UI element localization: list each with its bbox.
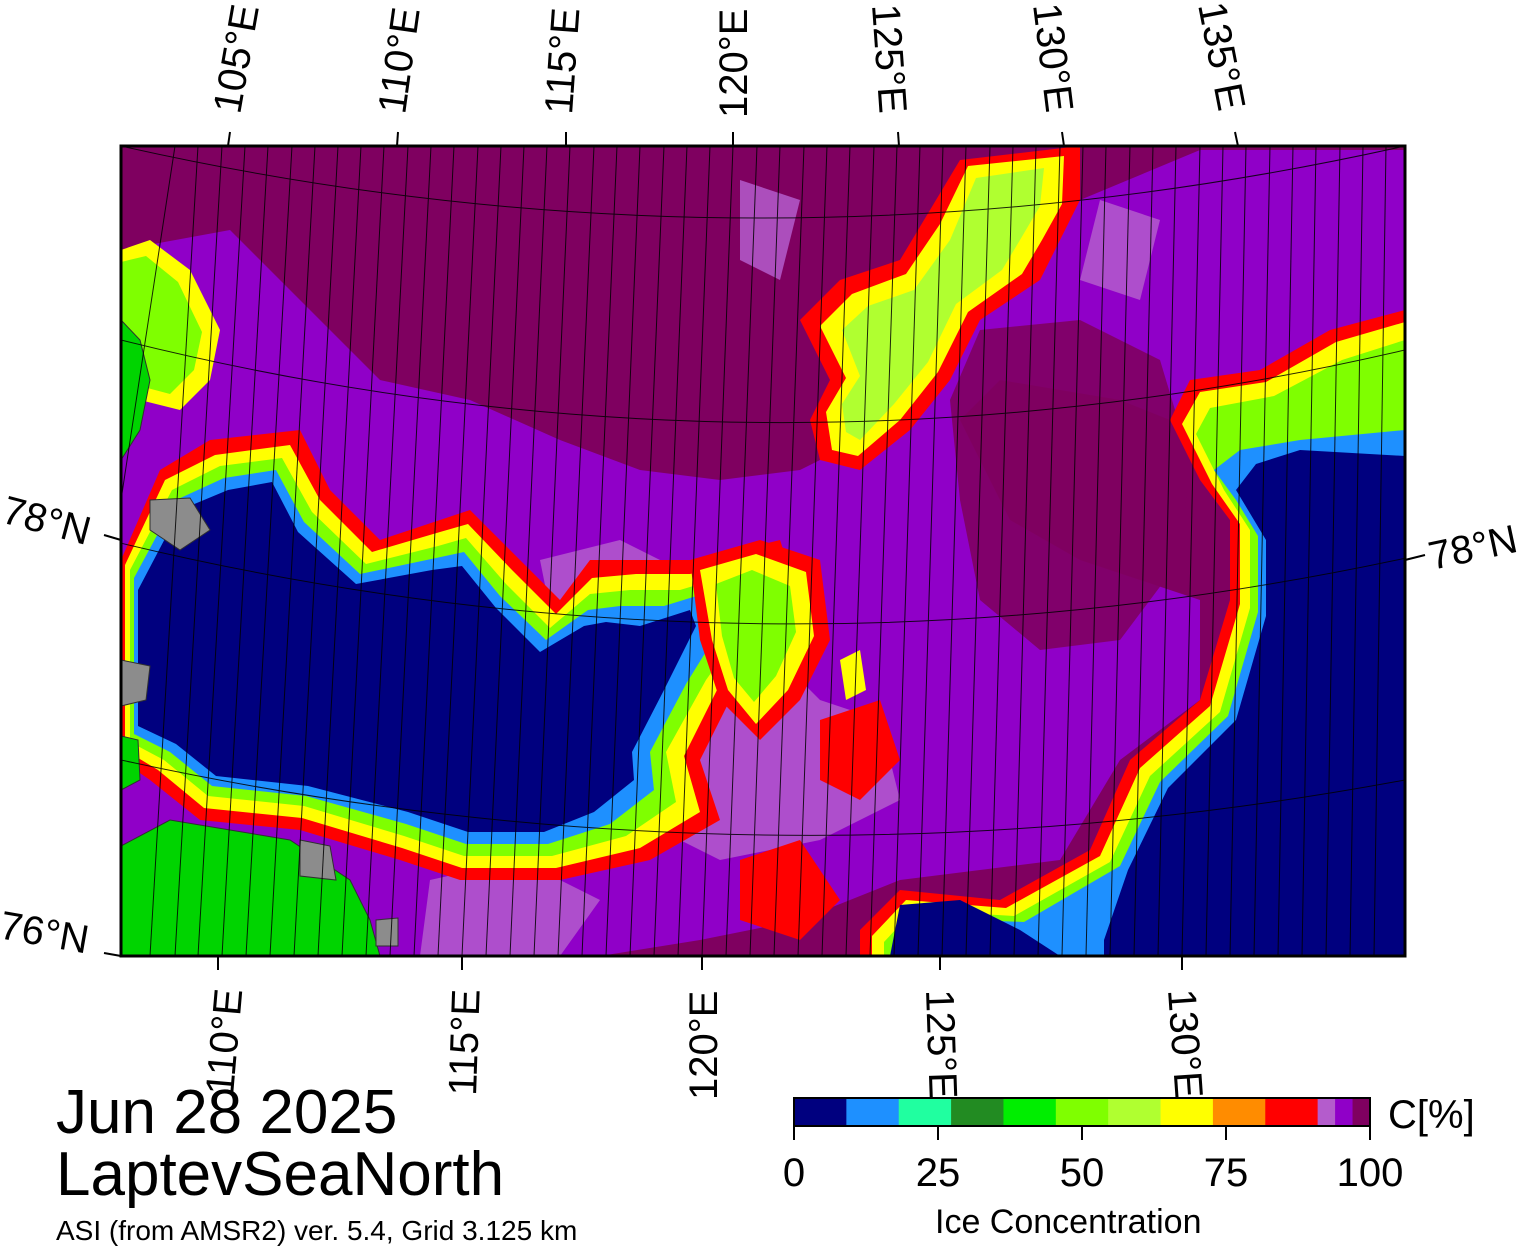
lon-label-top: 110°E <box>370 5 428 117</box>
open-water-west <box>138 482 696 832</box>
latitude-line <box>121 955 125 956</box>
legend-color-bin <box>1055 1098 1109 1126</box>
lon-label-top: 125°E <box>863 3 915 115</box>
land-west-island <box>121 735 141 791</box>
lat-label-left-lower: 76°N <box>0 904 92 963</box>
lat-label-right: 78°N <box>1425 517 1522 579</box>
frame-ticks <box>103 131 1426 970</box>
ice-tongue-green <box>842 168 1044 440</box>
lon-label-bottom: 125°E <box>917 989 965 1100</box>
land-southwest <box>121 819 381 956</box>
top-longitude-labels: 105°E 110°E 115°E 120°E 125°E 130°E 135°… <box>206 0 1254 118</box>
lon-label-top: 130°E <box>1024 1 1081 115</box>
lon-label-top: 115°E <box>537 6 588 115</box>
bottom-longitude-labels: 110°E 115°E 120°E 125°E 130°E <box>198 987 1210 1100</box>
lon-label-bottom: 115°E <box>441 988 489 1096</box>
legend-color-bin <box>1212 1098 1266 1126</box>
legend-color-bin <box>1352 1098 1371 1126</box>
legend-tick-label: 75 <box>1203 1151 1249 1195</box>
legend-title: Ice Concentration <box>935 1203 1202 1241</box>
legend-color-bin <box>846 1098 900 1126</box>
legend-color-bin <box>1265 1098 1319 1126</box>
lon-label-top: 135°E <box>1189 0 1253 114</box>
lat-label-left-upper: 78°N <box>0 488 95 554</box>
latitude-line <box>121 759 1405 836</box>
legend-tick-label: 50 <box>1059 1151 1105 1195</box>
legend-color-bin <box>1317 1098 1336 1126</box>
map-date: Jun 28 2025 <box>56 1078 398 1147</box>
legend-colorbar <box>794 1098 1371 1126</box>
legend-tick-label: 0 <box>782 1151 806 1195</box>
legend-color-bin <box>1003 1098 1057 1126</box>
legend-color-bin <box>1108 1098 1162 1126</box>
legend-unit: C[%] <box>1388 1093 1475 1137</box>
open-water-south-pocket <box>890 900 1060 956</box>
graticule <box>121 146 1405 956</box>
lon-label-bottom: 130°E <box>1159 988 1211 1100</box>
latitude-line <box>121 146 1405 219</box>
open-water-east <box>1104 450 1405 956</box>
legend-color-bin <box>794 1098 847 1126</box>
map-region-title: LaptevSeaNorth <box>56 1140 505 1209</box>
central-ice-scatter-green <box>716 570 796 702</box>
longitude-lines <box>121 146 1387 956</box>
legend-color-bin <box>951 1098 1004 1126</box>
latitude-line <box>121 339 1405 424</box>
product-info: ASI (from AMSR2) ver. 5.4, Grid 3.125 km <box>56 1215 578 1246</box>
legend-tick-label: 100 <box>1336 1151 1404 1195</box>
lon-label-bottom: 110°E <box>198 987 251 1097</box>
map-field <box>121 146 1405 956</box>
dense-ice-interior-east <box>950 320 1190 650</box>
legend-color-bin <box>1335 1098 1354 1126</box>
legend-color-bin <box>1160 1098 1214 1126</box>
lon-label-top: 105°E <box>206 1 268 116</box>
map-frame <box>119 144 1407 958</box>
lon-label-top: 120°E <box>712 9 756 118</box>
legend-tick-label: 25 <box>915 1151 961 1195</box>
legend-color-bin <box>898 1098 952 1126</box>
legend-ticks <box>793 1126 1371 1140</box>
lon-label-bottom: 120°E <box>682 991 726 1100</box>
land-gray-islands <box>121 497 399 947</box>
